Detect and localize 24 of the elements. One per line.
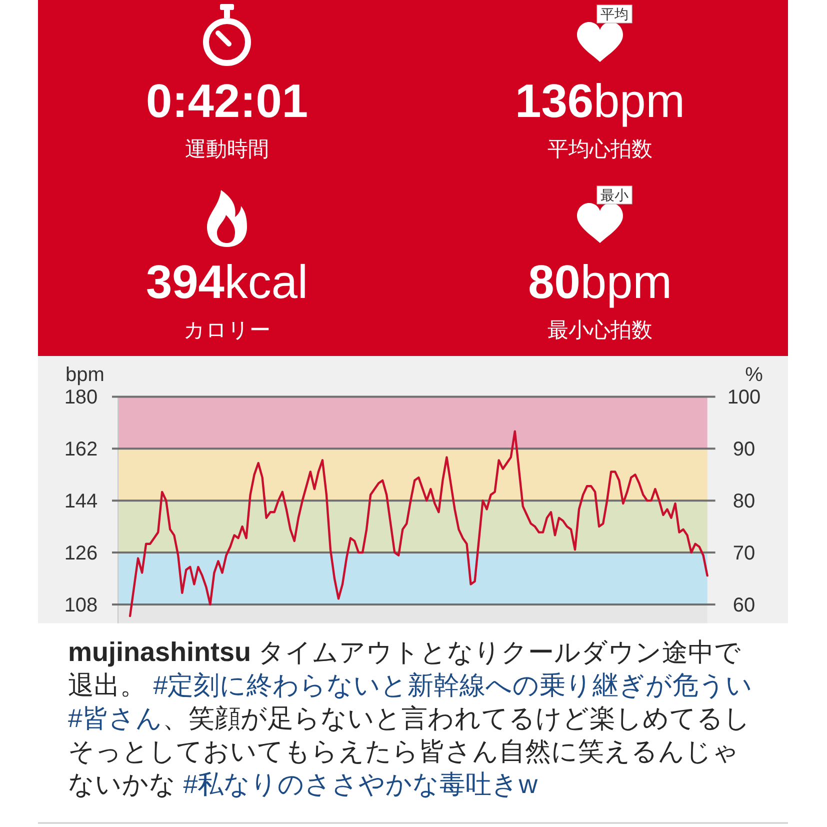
y-tick-label: 108 <box>64 594 98 616</box>
y-tick-label: 126 <box>64 542 98 565</box>
text: カロリー <box>184 319 270 342</box>
line-series <box>128 430 708 618</box>
text: 平均 <box>600 6 628 22</box>
y2-tick-label: 100 <box>727 386 761 409</box>
y-axis-title: bpm <box>66 364 104 386</box>
text: 394kcal <box>146 255 308 308</box>
text: 0:42:01 <box>146 74 308 127</box>
y2-axis-title: % <box>745 364 764 386</box>
text: 最小心拍数 <box>548 319 652 342</box>
y2-tick-label: 90 <box>732 438 756 461</box>
y2-tick-label: 60 <box>732 594 756 616</box>
text: 平均心拍数 <box>548 138 652 161</box>
y2-tick-label: 70 <box>732 542 756 565</box>
y2-tick-label: 80 <box>732 490 756 513</box>
text: 136bpm <box>515 74 685 127</box>
text: 最小 <box>600 187 628 203</box>
text: 運動時間 <box>185 138 269 161</box>
y-tick-label: 144 <box>64 490 98 513</box>
y-tick-label: 180 <box>64 386 98 409</box>
text: 80bpm <box>528 255 672 308</box>
text: mujinashintsu タイムアウトとなりクールダウン途中で退出。 #定刻に終わらないと新幹線への乗り継ぎが危うい #皆さん、笑顔が足らないと言われてるけど楽しめてるしそっとしておいてもらえたら皆さん自然に笑えるんじゃないかな #私なりのささやかな毒吐きw <box>68 637 753 799</box>
y-tick-label: 162 <box>64 438 98 461</box>
